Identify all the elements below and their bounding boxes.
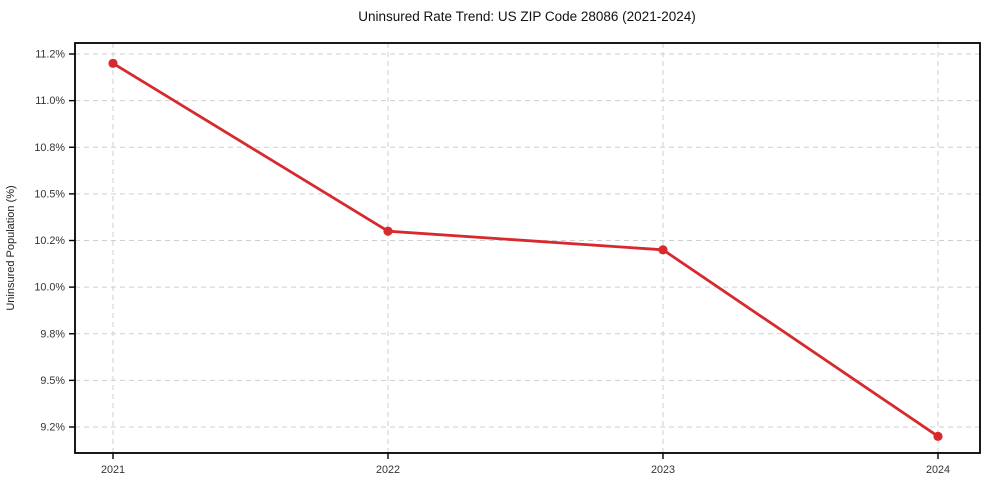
x-tick-label: 2021: [101, 464, 125, 476]
data-point-marker: [383, 226, 393, 236]
y-tick-label: 10.2%: [34, 235, 65, 247]
y-tick-label: 11.2%: [35, 49, 65, 61]
y-tick-label: 9.2%: [40, 422, 65, 434]
y-tick-label: 10.8%: [34, 142, 65, 154]
y-tick-label: 11.0%: [35, 95, 65, 107]
y-tick-label: 10.0%: [34, 282, 65, 294]
data-point-marker: [933, 431, 943, 441]
data-point-marker: [658, 245, 668, 255]
y-axis-label: Uninsured Population (%): [5, 185, 17, 310]
data-point-marker: [108, 58, 118, 68]
trend-line: [111, 61, 940, 438]
plot-border: [74, 42, 981, 454]
x-tick-label: 2022: [376, 464, 400, 476]
y-tick-label: 9.8%: [40, 328, 65, 340]
x-tick-label: 2023: [651, 464, 675, 476]
y-tick-label: 10.5%: [34, 188, 65, 200]
plot-area: 11.2% 11.0% 10.8% 10.5% 10.2% 10.0% 9.8% 9.5% 9.…: [34, 42, 981, 476]
x-tick-label: 2024: [926, 464, 950, 476]
y-tick-label: 9.5%: [40, 375, 65, 387]
chart-title: Uninsured Rate Trend: US ZIP Code 28086 …: [358, 9, 695, 24]
